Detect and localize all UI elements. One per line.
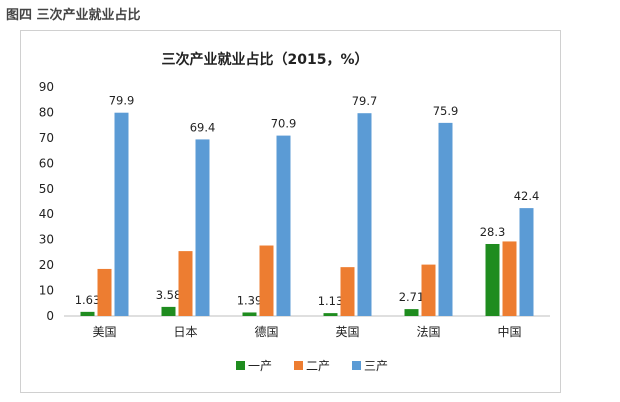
bar-一产	[242, 312, 257, 316]
bar-三产	[114, 112, 129, 317]
legend-label: 二产	[306, 359, 330, 373]
data-label: 1.39	[237, 293, 263, 307]
category-label: 英国	[335, 325, 359, 339]
y-tick-label: 10	[39, 284, 54, 298]
y-tick-label: 80	[39, 105, 54, 119]
bar-二产	[421, 264, 436, 316]
category-label: 日本	[173, 325, 197, 339]
legend-swatch	[294, 361, 303, 370]
bar-一产	[485, 243, 500, 316]
category-label: 法国	[416, 325, 440, 339]
bar-二产	[259, 245, 274, 316]
legend-swatch	[352, 361, 361, 370]
category-label: 美国	[92, 325, 116, 339]
bar-三产	[357, 113, 372, 316]
bar-一产	[161, 306, 176, 316]
legend-label: 三产	[364, 359, 388, 373]
data-label: 1.13	[318, 294, 344, 308]
category-label: 德国	[254, 324, 278, 339]
legend-label: 一产	[248, 359, 272, 373]
y-tick-label: 70	[39, 131, 54, 145]
figure-caption: 图四 三次产业就业占比	[6, 8, 141, 23]
legend: 一产 二产 三产	[236, 359, 388, 373]
y-tick-label: 60	[39, 156, 54, 170]
bar-一产	[404, 309, 419, 316]
y-tick-label: 50	[39, 182, 54, 196]
bar-二产	[97, 268, 112, 316]
y-tick-label: 20	[39, 258, 54, 272]
bar-三产	[195, 139, 210, 316]
data-label: 3.58	[156, 288, 182, 302]
bar-三产	[276, 135, 291, 316]
chart-title: 三次产业就业占比（2015，%）	[162, 51, 369, 68]
category-label: 中国	[497, 324, 521, 339]
data-label: 42.4	[514, 189, 540, 203]
bar-二产	[178, 251, 193, 316]
legend-swatch	[236, 361, 245, 370]
data-label: 79.7	[352, 94, 378, 108]
data-label: 28.3	[480, 225, 506, 239]
bar-二产	[502, 241, 517, 316]
bar-一产	[80, 311, 95, 316]
data-label: 69.4	[190, 120, 216, 134]
data-label: 1.63	[75, 293, 101, 307]
y-axis: 0 10 20 30 40 50 60 70 80 90	[39, 80, 550, 323]
bar-二产	[340, 267, 355, 316]
y-tick-label: 30	[39, 233, 54, 247]
bar-三产	[519, 208, 534, 316]
data-label: 2.71	[399, 290, 425, 304]
category-labels: 美国 日本 德国 英国 法国 中国	[92, 324, 521, 339]
y-tick-label: 40	[39, 207, 54, 221]
bar-一产	[323, 313, 338, 316]
data-label: 79.9	[109, 94, 135, 108]
bar-三产	[438, 122, 453, 316]
y-tick-label: 0	[46, 309, 54, 323]
y-tick-label: 90	[39, 80, 54, 94]
data-label: 75.9	[433, 104, 459, 118]
bars: 1.63 79.9 3.58 69.4 1.39 70.9 1.13 79.7 2.71 75.9…	[75, 94, 540, 317]
data-label: 70.9	[271, 117, 297, 131]
